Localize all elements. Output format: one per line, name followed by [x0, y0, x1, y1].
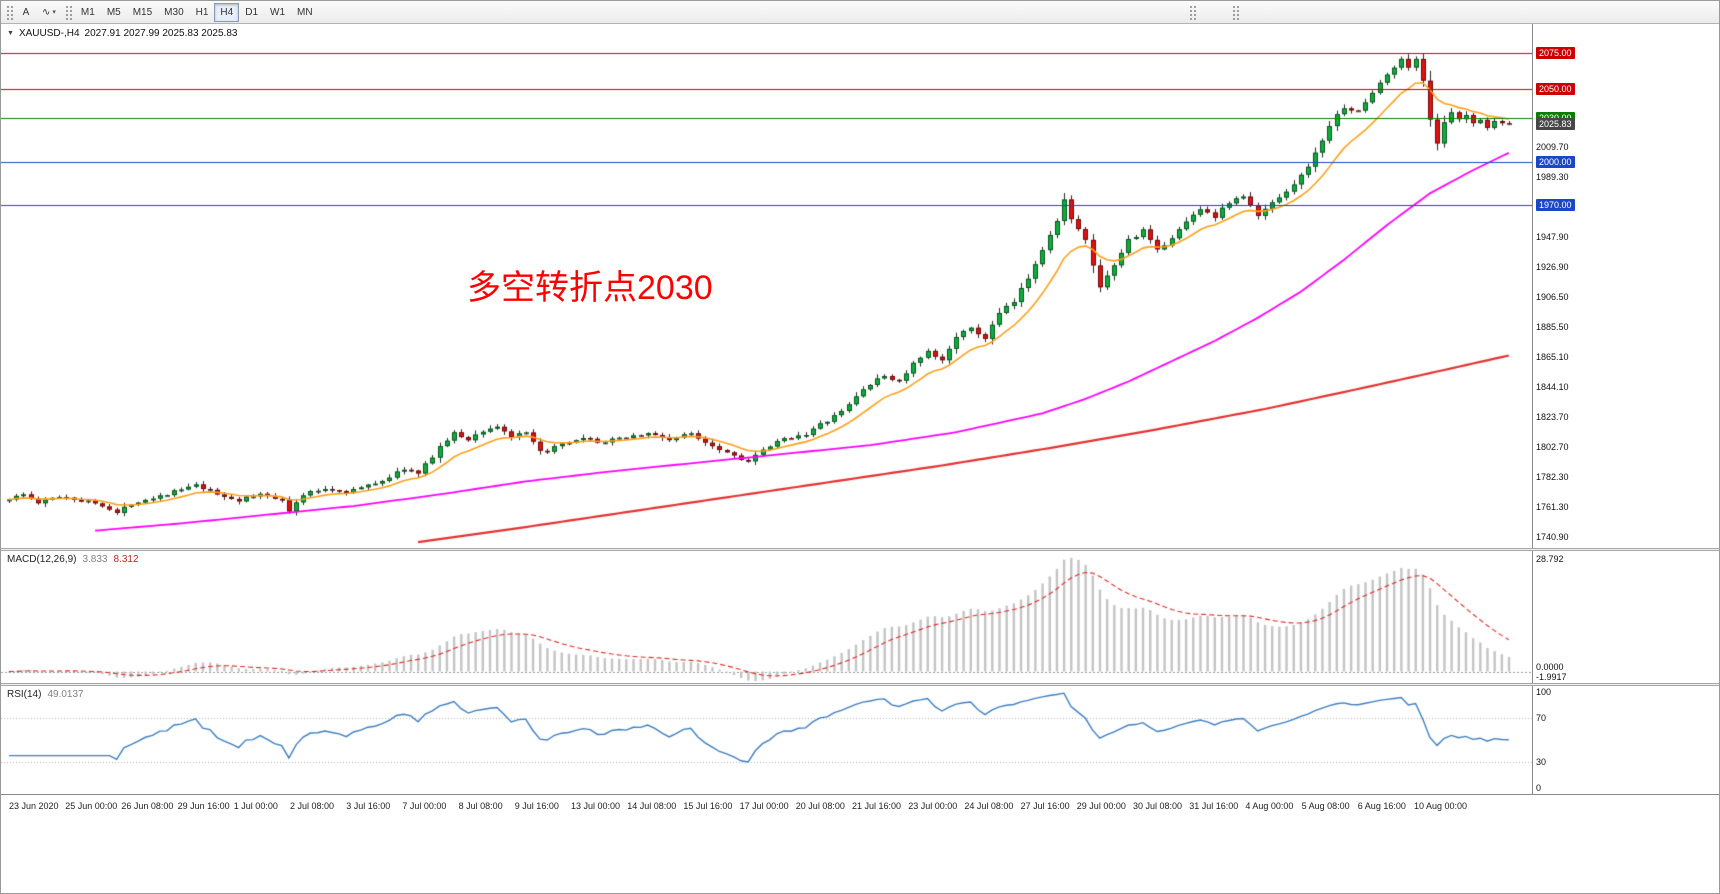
rsi-indicator-pane: RSI(14) 49.0137 100 70 30 0	[1, 686, 1719, 794]
rsi-scale-label: 30	[1536, 756, 1547, 767]
rsi-scale-label: 100	[1536, 687, 1552, 697]
macd-scale[interactable]: 28.792 0.0000 -1.9917	[1532, 551, 1719, 683]
toolbar: A ∿ ▾ M1 M5 M15 M30 H1 H4 D1 W1 MN	[1, 1, 1719, 24]
level-price-tag: 2000.00	[1536, 155, 1575, 168]
time-axis-label: 7 Jul 00:00	[402, 801, 447, 811]
symbol-ohlc-line: ▼ XAUUSD-,H4 2027.91 2027.99 2025.83 202…	[7, 28, 237, 39]
pane-resize-handle[interactable]	[1, 683, 1719, 686]
time-axis-label: 20 Jul 08:00	[795, 801, 845, 811]
time-axis-label: 23 Jun 2020	[9, 801, 59, 811]
time-axis-label: 23 Jul 00:00	[908, 801, 958, 811]
macd-scale-zero: 0.0000	[1536, 661, 1564, 672]
time-axis-label: 4 Aug 00:00	[1245, 801, 1294, 811]
price-scale-label: 1989.30	[1536, 172, 1569, 182]
macd-main-value: 3.833	[82, 554, 108, 565]
price-scale-label: 2009.70	[1536, 142, 1569, 153]
time-axis-label: 27 Jul 16:00	[1020, 801, 1070, 811]
timeframe-d1-button[interactable]: D1	[239, 3, 264, 22]
macd-label: MACD(12,26,9)	[7, 554, 77, 565]
time-axis-label: 31 Jul 16:00	[1189, 801, 1239, 811]
macd-label-row: MACD(12,26,9) 3.833 8.312	[7, 554, 139, 565]
drawing-tool-button[interactable]: ∿ ▾	[36, 3, 62, 22]
macd-indicator-pane: MACD(12,26,9) 3.833 8.312 28.792 0.0000 -1…	[1, 551, 1719, 683]
timeframe-m30-button[interactable]: M30	[158, 3, 189, 22]
timeframe-m1-button[interactable]: M1	[75, 3, 101, 22]
price-scale-label: 1947.90	[1536, 231, 1569, 242]
price-scale[interactable]: 2009.70 1989.30 1947.90 1926.90 1906.50 1885.…	[1532, 24, 1719, 548]
time-axis[interactable]: 23 Jun 2020 25 Jun 00:00 26 Jun 08:00 29 Ju…	[1, 794, 1719, 818]
macd-scale-min: -1.9917	[1536, 672, 1567, 682]
collapse-arrow-icon[interactable]: ▼	[7, 30, 14, 37]
price-scale-label: 1823.70	[1536, 411, 1569, 422]
time-axis-label: 10 Aug 00:00	[1414, 801, 1468, 811]
toolbar-section-separator	[1186, 5, 1199, 20]
rsi-scale-label: 70	[1536, 713, 1547, 724]
toolbar-section-separator	[1229, 5, 1242, 20]
level-price-tag: 2075.00	[1536, 46, 1575, 59]
time-axis-label: 21 Jul 16:00	[852, 801, 902, 811]
timeframe-mn-button[interactable]: MN	[291, 3, 319, 22]
price-scale-label: 1926.90	[1536, 262, 1569, 273]
time-axis-label: 13 Jul 00:00	[571, 801, 621, 811]
rsi-label: RSI(14)	[7, 689, 42, 700]
level-price-tag: 1970.00	[1536, 198, 1575, 211]
symbol-title: XAUUSD-,H4	[18, 28, 80, 39]
price-scale-label: 1865.10	[1536, 351, 1569, 362]
text-label-tool-button[interactable]: A	[16, 3, 36, 22]
time-axis-label: 8 Jul 08:00	[458, 801, 503, 811]
price-scale-label: 1885.50	[1536, 322, 1569, 333]
toolbar-grip[interactable]	[64, 4, 72, 20]
price-scale-label: 1782.30	[1536, 471, 1569, 482]
toolbar-grip[interactable]	[1189, 5, 1196, 20]
timeframe-h1-button[interactable]: H1	[190, 3, 215, 22]
chart-annotation[interactable]: 多空转折点2030	[467, 269, 713, 307]
price-chart-canvas[interactable]	[1, 24, 1532, 548]
drawing-tool-icon: ∿	[42, 6, 51, 18]
time-axis-label: 25 Jun 00:00	[65, 801, 118, 811]
time-axis-label: 29 Jun 16:00	[177, 801, 230, 811]
rsi-canvas[interactable]	[1, 686, 1532, 794]
time-axis-label: 5 Aug 08:00	[1301, 801, 1350, 811]
price-scale-label: 1740.90	[1536, 531, 1569, 542]
toolbar-grip[interactable]	[6, 4, 13, 20]
macd-signal-value: 8.312	[113, 554, 139, 565]
time-axis-label: 2 Jul 08:00	[290, 801, 335, 811]
rsi-scale-label: 0	[1536, 783, 1542, 793]
timeframe-m15-button[interactable]: M15	[127, 3, 158, 22]
time-axis-label: 1 Jul 00:00	[233, 801, 278, 811]
time-axis-label: 30 Jul 08:00	[1133, 801, 1183, 811]
time-axis-label: 24 Jul 08:00	[964, 801, 1014, 811]
macd-canvas[interactable]	[1, 551, 1532, 683]
price-scale-label: 1906.50	[1536, 291, 1569, 302]
level-price-tag: 2050.00	[1536, 83, 1575, 96]
toolbar-grip[interactable]	[1232, 5, 1239, 20]
timeframe-w1-button[interactable]: W1	[264, 3, 291, 22]
price-scale-label: 1802.70	[1536, 442, 1569, 453]
ohlc-values: 2027.91 2027.99 2025.83 2025.83	[84, 28, 238, 39]
timeframe-m5-button[interactable]: M5	[101, 3, 127, 22]
time-axis-label: 17 Jul 00:00	[739, 801, 789, 811]
timeframe-h4-button[interactable]: H4	[214, 2, 240, 22]
time-axis-label: 15 Jul 16:00	[683, 801, 733, 811]
time-axis-label: 3 Jul 16:00	[346, 801, 391, 811]
price-scale-label: 1844.10	[1536, 382, 1569, 393]
time-axis-label: 14 Jul 08:00	[627, 801, 677, 811]
rsi-scale[interactable]: 100 70 30 0	[1532, 686, 1719, 794]
chevron-down-icon: ▾	[52, 9, 56, 16]
pane-resize-handle[interactable]	[1, 548, 1719, 551]
rsi-label-row: RSI(14) 49.0137	[7, 689, 84, 700]
time-axis-label: 9 Jul 16:00	[514, 801, 559, 811]
price-scale-label: 1761.30	[1536, 502, 1569, 513]
rsi-value: 49.0137	[47, 689, 84, 700]
macd-scale-max: 28.792	[1536, 554, 1564, 564]
time-axis-label: 26 Jun 08:00	[121, 801, 174, 811]
time-axis-label: 6 Aug 16:00	[1357, 801, 1406, 811]
time-axis-label: 29 Jul 00:00	[1076, 801, 1126, 811]
price-chart-pane: ▼ XAUUSD-,H4 2027.91 2027.99 2025.83 202…	[1, 24, 1719, 548]
current-price-tag: 2025.83	[1536, 118, 1575, 131]
